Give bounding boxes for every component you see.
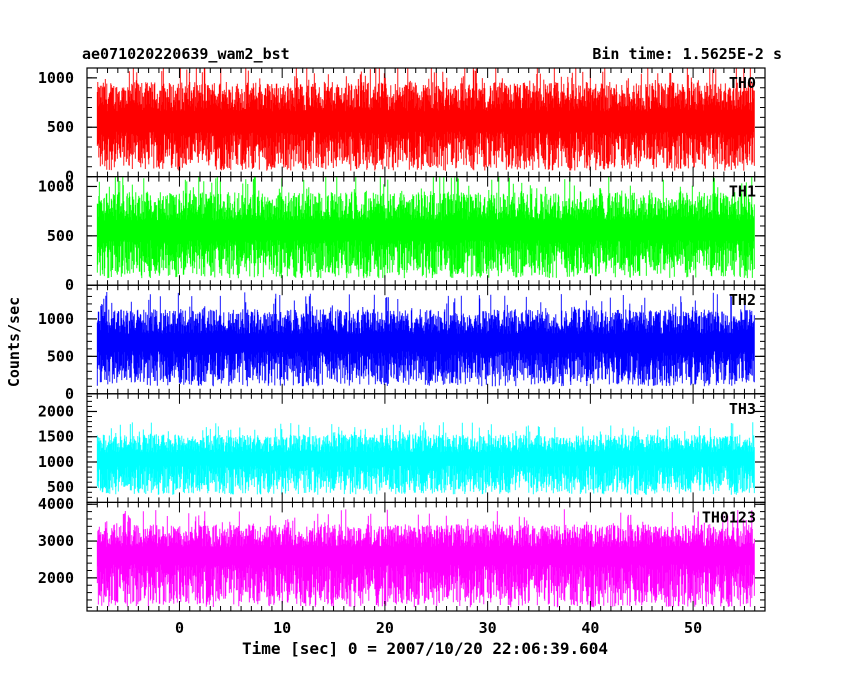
panel-label: TH3 xyxy=(729,400,756,418)
y-tick-label: 1500 xyxy=(38,428,74,446)
y-tick-label: 1000 xyxy=(38,177,74,195)
panel-th3: 500 1000 1500 2000 TH3 xyxy=(38,393,766,503)
y-tick-label: 500 xyxy=(47,118,74,136)
x-tick-label: 50 xyxy=(684,619,702,637)
y-tick-label: 1000 xyxy=(38,453,74,471)
y-tick-label: 1000 xyxy=(38,69,74,87)
y-tick-label: 500 xyxy=(47,227,74,245)
y-tick-label: 0 xyxy=(65,385,74,403)
panel-th2: 0 500 1000 TH2 xyxy=(38,284,766,403)
series-th0123 xyxy=(96,509,755,608)
y-tick-label: 0 xyxy=(65,276,74,294)
panel-label: TH1 xyxy=(729,183,756,201)
panel-label: TH0 xyxy=(729,74,756,92)
panel-th0: 0 500 1000 TH0 xyxy=(38,67,766,186)
panel-label: TH0123 xyxy=(702,508,756,526)
panel-th1: 0 500 1000 TH1 xyxy=(38,176,766,294)
x-tick-label: 0 xyxy=(175,619,184,637)
x-tick-label: 30 xyxy=(479,619,497,637)
series-th1 xyxy=(96,176,755,279)
series-th2 xyxy=(96,292,755,387)
y-tick-label: 500 xyxy=(47,478,74,496)
y-tick-label: 3000 xyxy=(38,532,74,550)
chart-title-right: Bin time: 1.5625E-2 s xyxy=(592,45,782,63)
x-axis-label: Time [sec] 0 = 2007/10/20 22:06:39.604 xyxy=(241,639,609,658)
chart-title-left: ae071020220639_wam2_bst xyxy=(82,45,290,63)
panel-th0123: 2000 3000 4000 TH0123 xyxy=(38,495,766,612)
x-tick-label: 20 xyxy=(376,619,394,637)
y-tick-label: 500 xyxy=(47,347,74,365)
y-tick-label: 4000 xyxy=(38,495,74,513)
y-tick-label: 2000 xyxy=(38,569,74,587)
x-tick-label: 40 xyxy=(581,619,599,637)
y-tick-label: 1000 xyxy=(38,310,74,328)
panel-label: TH2 xyxy=(729,291,756,309)
x-tick-label: 10 xyxy=(273,619,291,637)
y-axis-label: Counts/sec xyxy=(5,296,23,388)
series-th3 xyxy=(96,422,755,495)
y-tick-label: 0 xyxy=(65,168,74,186)
series-th0 xyxy=(96,68,755,171)
y-tick-label: 2000 xyxy=(38,402,74,420)
